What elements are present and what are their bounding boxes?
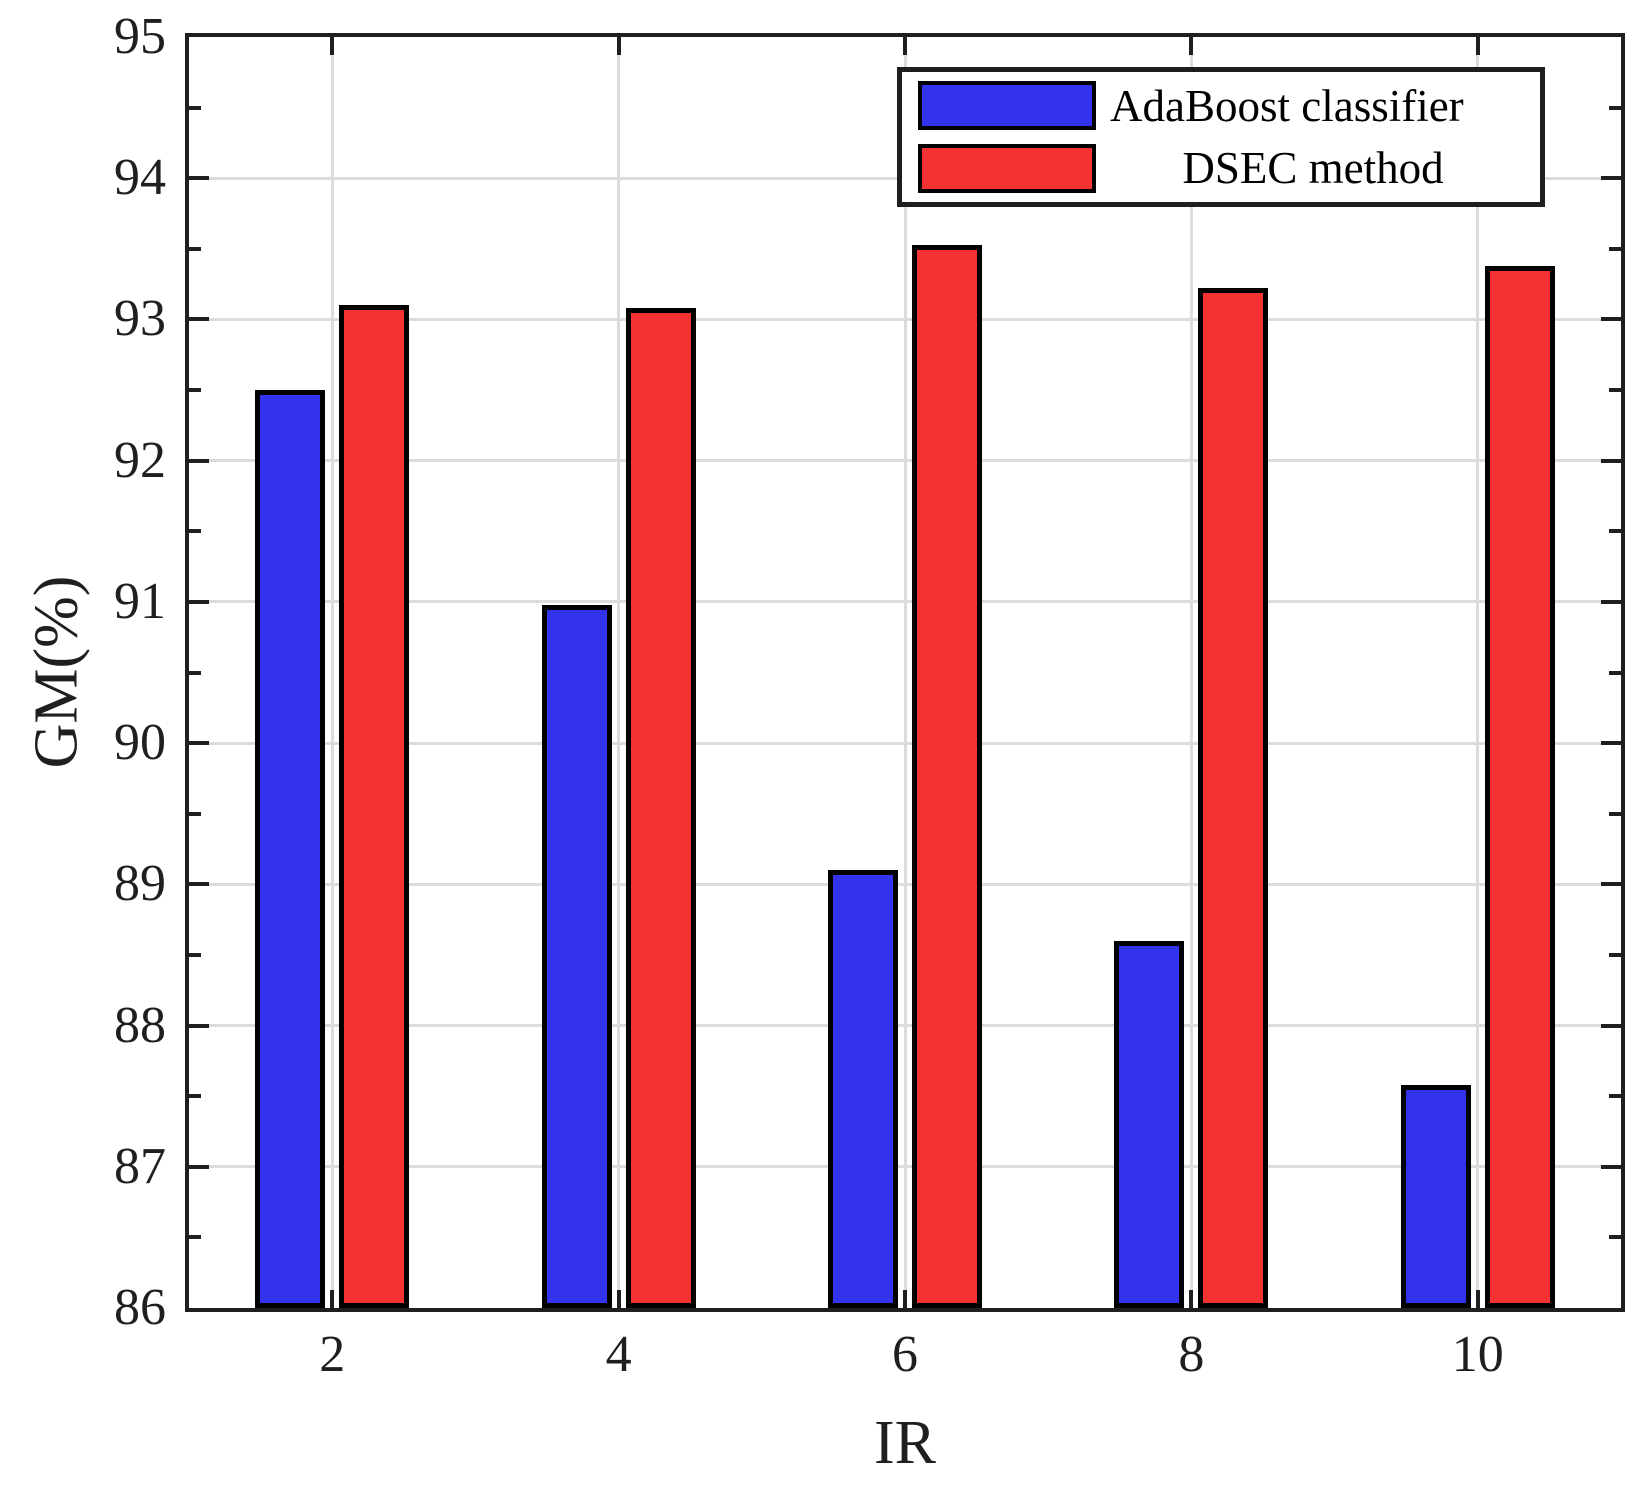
y-minor-tick-left-92.5	[189, 388, 201, 393]
y-major-tick-right-88	[1601, 1023, 1621, 1028]
legend-swatch-adaboost	[918, 81, 1096, 131]
y-minor-tick-left-91.5	[189, 529, 201, 534]
y-major-tick-right-93	[1601, 317, 1621, 322]
y-minor-tick-left-93.5	[189, 246, 201, 251]
y-major-tick-left-87	[189, 1164, 209, 1169]
x-axis-label: IR	[874, 1409, 936, 1477]
y-tick-label-91: 91	[114, 572, 166, 630]
y-minor-tick-right-94.5	[1609, 105, 1621, 110]
legend-item-adaboost: AdaBoost classifier	[902, 77, 1540, 135]
bar-dsec-ir6	[912, 244, 982, 1308]
y-minor-tick-left-89.5	[189, 811, 201, 816]
bar-adaboost-ir2	[255, 390, 326, 1308]
y-major-tick-right-94	[1601, 176, 1621, 181]
y-minor-tick-right-91.5	[1609, 529, 1621, 534]
y-minor-tick-left-94.5	[189, 105, 201, 110]
bar-dsec-ir4	[625, 308, 696, 1308]
y-major-tick-left-93	[189, 317, 209, 322]
y-minor-tick-left-86.5	[189, 1235, 201, 1240]
y-minor-tick-right-90.5	[1609, 670, 1621, 675]
bar-adaboost-ir10	[1400, 1084, 1471, 1308]
v-gridline-8	[1189, 37, 1193, 1308]
y-tick-label-88: 88	[114, 996, 166, 1054]
bar-adaboost-ir8	[1114, 940, 1185, 1308]
legend-label-dsec: DSEC method	[1182, 143, 1444, 194]
y-minor-tick-right-89.5	[1609, 811, 1621, 816]
x-tick-label-2: 2	[319, 1326, 346, 1383]
legend-item-dsec: DSEC method	[902, 139, 1540, 197]
y-minor-tick-right-93.5	[1609, 246, 1621, 251]
y-minor-tick-right-92.5	[1609, 388, 1621, 393]
x-tick-top-6	[903, 37, 907, 55]
x-tick-top-4	[616, 37, 621, 55]
y-major-tick-right-87	[1601, 1164, 1621, 1169]
x-tick-bottom-4	[616, 1290, 621, 1308]
bar-adaboost-ir6	[828, 870, 898, 1308]
y-minor-tick-right-88.5	[1609, 952, 1621, 957]
x-tick-label-6: 6	[892, 1326, 918, 1383]
y-major-tick-right-92	[1601, 458, 1621, 463]
plot-area: AdaBoost classifier DSEC method	[185, 33, 1625, 1312]
legend-label-adaboost: AdaBoost classifier	[1110, 80, 1464, 131]
y-major-tick-right-90	[1601, 741, 1621, 746]
y-minor-tick-right-86.5	[1609, 1235, 1621, 1240]
x-tick-label-10: 10	[1451, 1326, 1504, 1383]
x-tick-bottom-6	[903, 1290, 907, 1308]
x-tick-bottom-8	[1189, 1290, 1194, 1308]
bar-dsec-ir2	[339, 305, 410, 1308]
x-tick-label-8: 8	[1178, 1326, 1205, 1383]
y-major-tick-left-88	[189, 1023, 209, 1028]
y-major-tick-left-92	[189, 458, 209, 463]
x-tick-top-2	[330, 37, 335, 55]
y-tick-label-86: 86	[114, 1279, 166, 1336]
y-major-tick-left-90	[189, 741, 209, 746]
y-tick-label-94: 94	[114, 149, 166, 207]
y-tick-label-90: 90	[114, 714, 166, 772]
bar-dsec-ir8	[1198, 288, 1269, 1308]
y-minor-tick-left-90.5	[189, 670, 201, 675]
y-minor-tick-left-88.5	[189, 952, 201, 957]
y-major-tick-left-94	[189, 176, 209, 181]
y-major-tick-left-91	[189, 599, 209, 604]
v-gridline-4	[617, 37, 621, 1308]
bar-dsec-ir10	[1484, 265, 1555, 1308]
x-tick-label-4: 4	[605, 1326, 632, 1383]
y-tick-label-92: 92	[114, 431, 166, 489]
v-gridline-6	[903, 37, 907, 1308]
y-major-tick-left-89	[189, 882, 209, 887]
y-major-tick-right-91	[1601, 599, 1621, 604]
y-tick-label-87: 87	[114, 1137, 166, 1195]
v-gridline-10	[1476, 37, 1480, 1308]
y-major-tick-right-89	[1601, 882, 1621, 887]
legend-swatch-dsec	[918, 143, 1096, 193]
x-tick-top-8	[1189, 37, 1194, 55]
y-tick-label-93: 93	[114, 290, 166, 348]
bar-adaboost-ir4	[541, 604, 612, 1308]
y-minor-tick-right-87.5	[1609, 1094, 1621, 1099]
legend: AdaBoost classifier DSEC method	[897, 67, 1545, 207]
x-tick-top-10	[1475, 37, 1480, 55]
y-tick-label-89: 89	[114, 855, 166, 913]
y-minor-tick-left-87.5	[189, 1094, 201, 1099]
v-gridline-2	[330, 37, 334, 1308]
y-tick-label-95: 95	[114, 8, 166, 65]
x-tick-bottom-10	[1475, 1290, 1480, 1308]
x-tick-bottom-2	[330, 1290, 335, 1308]
